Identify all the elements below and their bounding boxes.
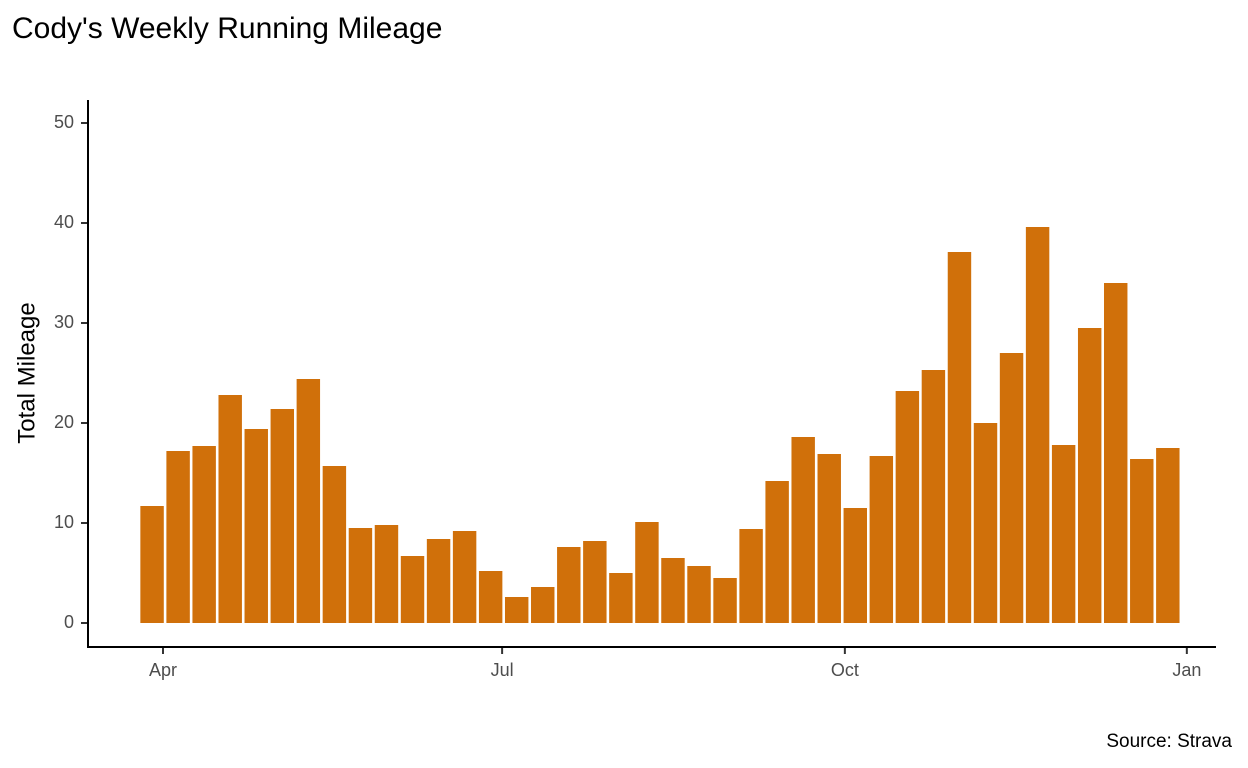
bar: [687, 566, 711, 623]
bar: [765, 481, 789, 623]
bar: [374, 525, 399, 623]
bar: [557, 547, 581, 623]
y-tick-label: 10: [54, 512, 74, 532]
y-tick-label: 40: [54, 212, 74, 232]
bar: [218, 395, 242, 623]
bar: [895, 391, 920, 623]
bar: [400, 556, 425, 623]
x-tick-label: Apr: [149, 660, 177, 680]
bar: [322, 466, 347, 623]
chart-title: Cody's Weekly Running Mileage: [12, 12, 442, 45]
caption: Source: Strava: [1106, 731, 1232, 752]
bar: [973, 423, 998, 623]
bar: [1104, 283, 1128, 623]
bar: [426, 539, 451, 623]
bar: [1077, 328, 1102, 623]
y-axis-label: Total Mileage: [13, 302, 40, 443]
bar: [504, 597, 529, 623]
bar: [947, 252, 972, 623]
bar: [635, 522, 659, 623]
x-tick-label: Jul: [491, 660, 514, 680]
bar: [348, 528, 373, 623]
bar: [661, 558, 685, 623]
bar: [583, 541, 607, 623]
y-tick-label: 30: [54, 312, 74, 332]
x-tick-label: Jan: [1172, 660, 1201, 680]
bar: [739, 529, 763, 623]
bar: [869, 456, 894, 623]
bar: [817, 454, 841, 623]
bar: [478, 571, 503, 623]
bar: [1051, 445, 1076, 623]
y-tick-label: 0: [64, 612, 74, 632]
bar: [166, 451, 190, 623]
bar: [921, 370, 946, 623]
bar: [296, 379, 321, 623]
bar: [140, 506, 164, 623]
x-tick-label: Oct: [831, 660, 859, 680]
bar: [713, 578, 737, 623]
bar: [531, 587, 555, 623]
bar: [1130, 459, 1154, 623]
bar: [999, 353, 1024, 623]
bar: [1025, 227, 1050, 623]
bar: [244, 429, 268, 623]
bar: [270, 409, 295, 623]
bar: [843, 508, 867, 623]
bar: [791, 437, 815, 623]
y-tick-label: 20: [54, 412, 74, 432]
y-tick-label: 50: [54, 112, 74, 132]
bar: [452, 531, 477, 623]
bar: [1156, 448, 1180, 623]
bar: [192, 446, 216, 623]
bar: [609, 573, 633, 623]
